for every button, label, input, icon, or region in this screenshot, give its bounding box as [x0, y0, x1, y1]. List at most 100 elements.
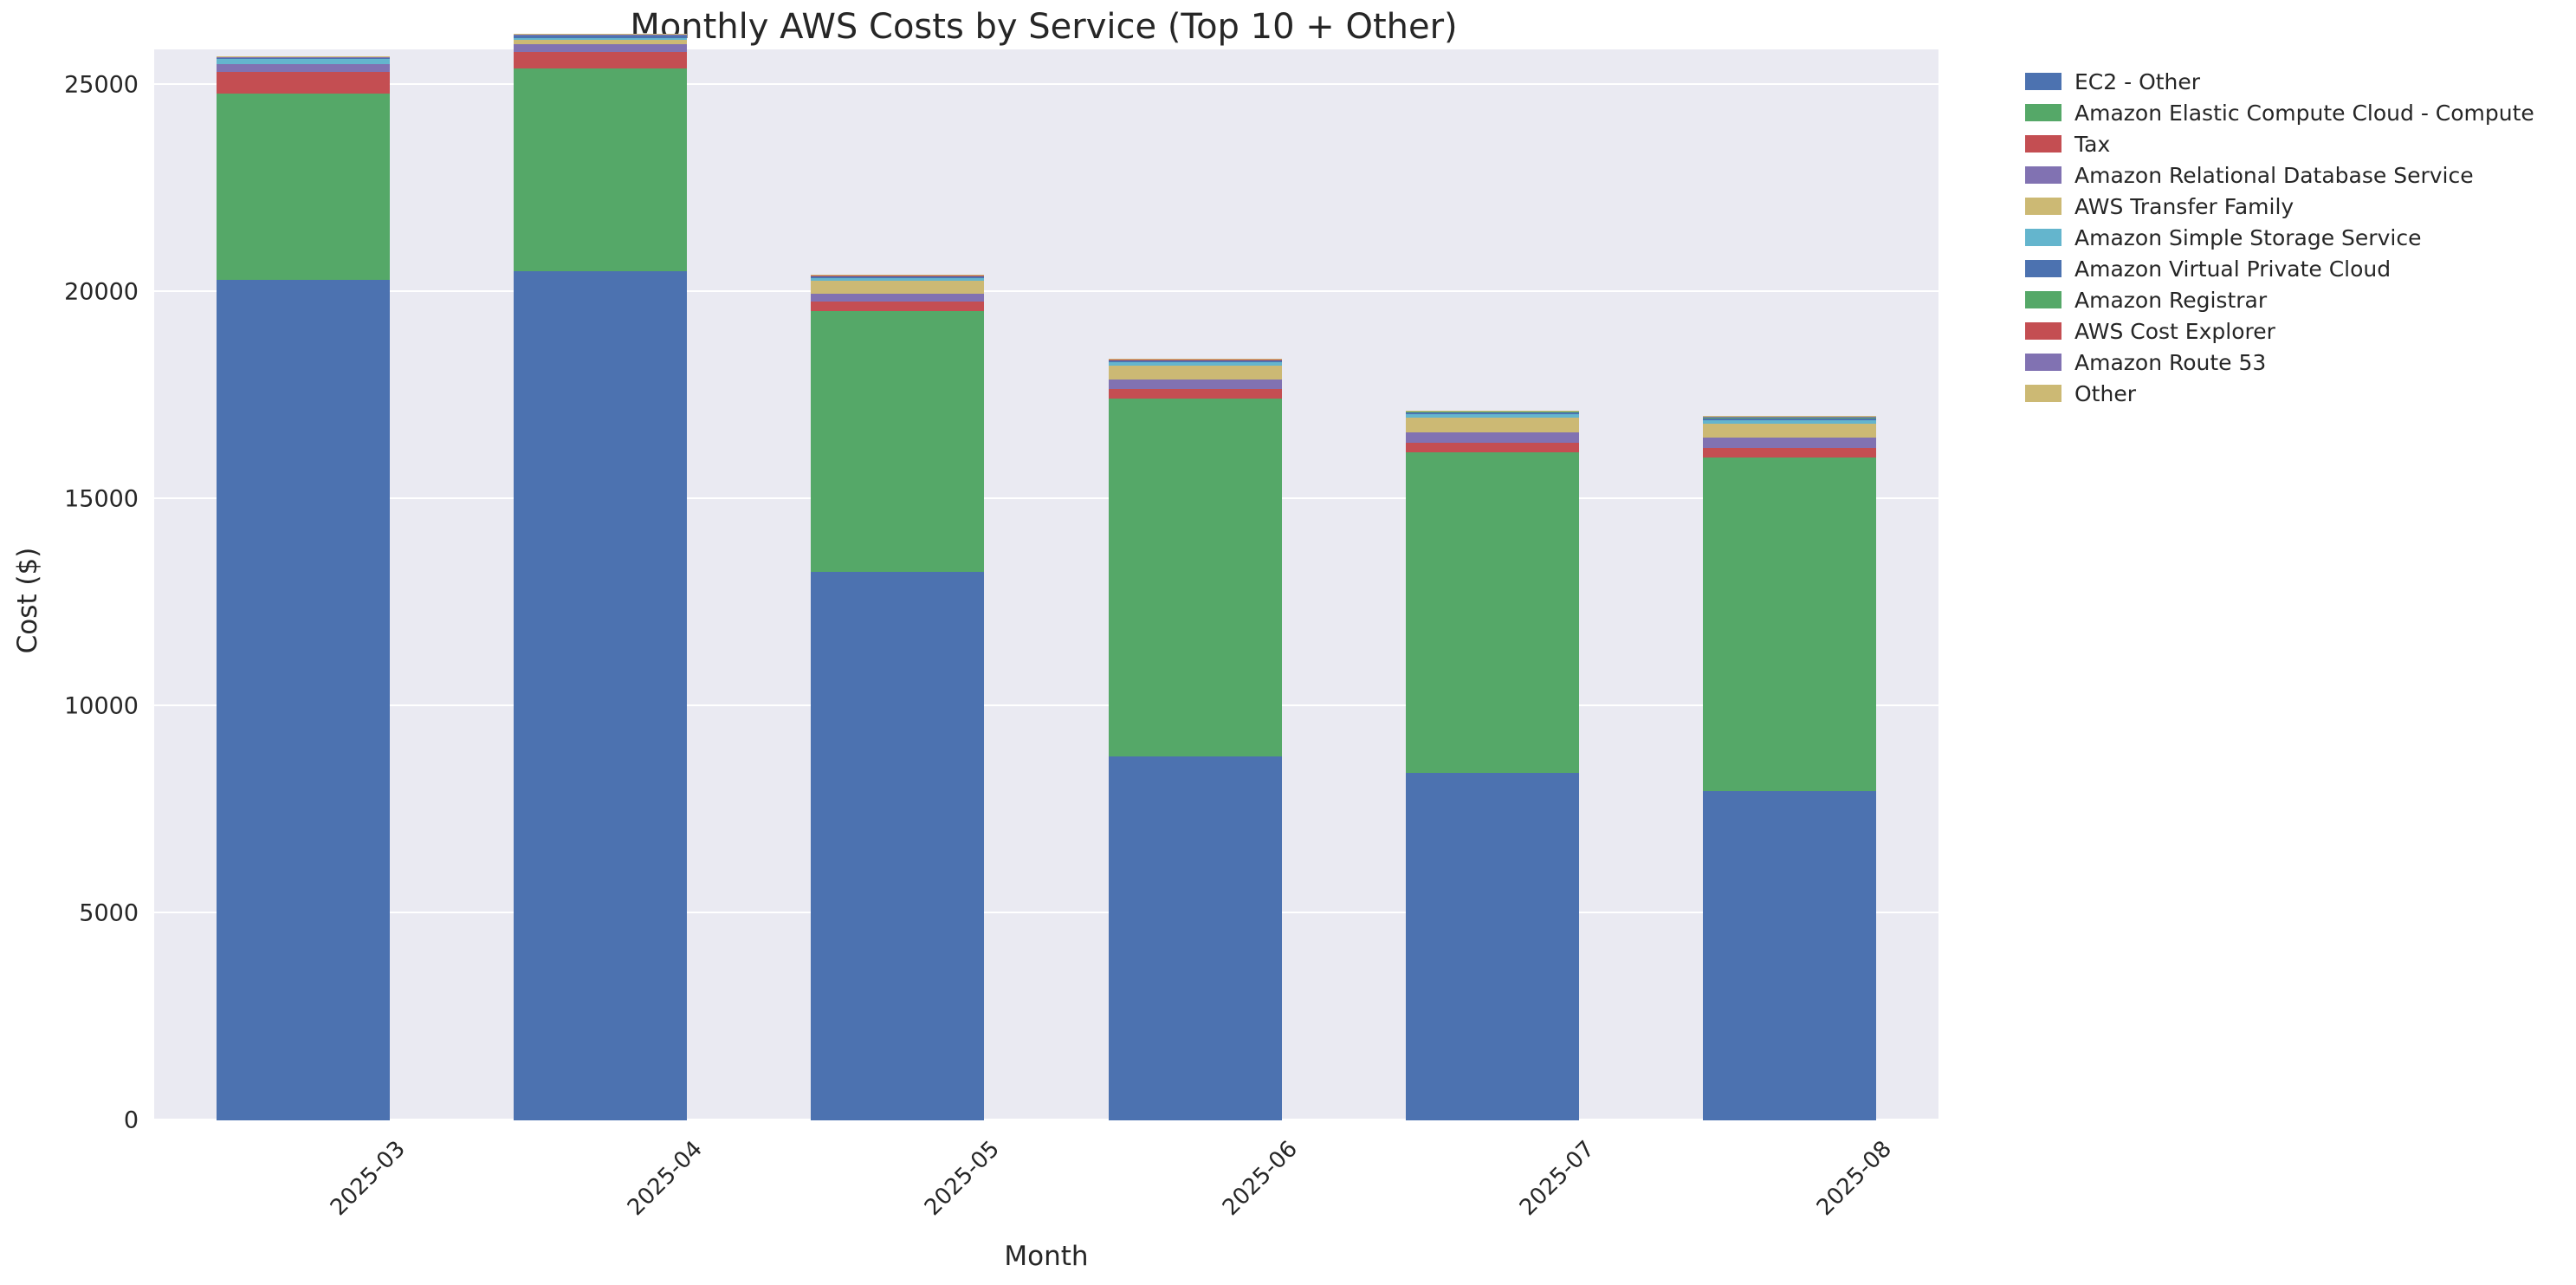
bar-segment[interactable] [514, 271, 687, 1120]
bar-segment[interactable] [514, 40, 687, 44]
bar-segment[interactable] [1703, 437, 1877, 449]
x-tick-label: 2025-08 [1812, 1136, 1898, 1222]
y-tick-label: 5000 [79, 899, 139, 927]
legend-label: AWS Transfer Family [2074, 193, 2294, 219]
plot-area [154, 34, 1938, 1120]
y-tick-label: 10000 [64, 692, 139, 720]
x-tick-label: 2025-05 [920, 1136, 1006, 1222]
bar-segment[interactable] [514, 35, 687, 38]
x-tick-label: 2025-04 [622, 1136, 708, 1222]
bar-segment[interactable] [811, 276, 985, 278]
legend-label: AWS Cost Explorer [2074, 318, 2275, 344]
legend-swatch-icon [2025, 385, 2061, 402]
y-tick-label: 0 [123, 1107, 139, 1134]
legend-item[interactable]: AWS Cost Explorer [2025, 315, 2562, 347]
legend-item[interactable]: Amazon Elastic Compute Cloud - Compute [2025, 97, 2562, 128]
bar-segment[interactable] [1703, 424, 1877, 438]
bar-segment[interactable] [811, 571, 985, 1120]
y-tick-label: 25000 [64, 71, 139, 99]
bar-segment[interactable] [811, 277, 985, 282]
legend-label: Amazon Registrar [2074, 287, 2268, 313]
x-tick-label: 2025-03 [325, 1136, 411, 1222]
legend-label: Amazon Simple Storage Service [2074, 224, 2422, 250]
x-axis-label: Month [1004, 1241, 1089, 1272]
bar-segment[interactable] [1108, 389, 1282, 399]
bar-segment[interactable] [1703, 791, 1877, 1120]
legend: EC2 - Other Amazon Elastic Compute Cloud … [2025, 66, 2562, 409]
legend-label: Amazon Route 53 [2074, 349, 2267, 375]
legend-label: Amazon Virtual Private Cloud [2074, 256, 2392, 282]
bar-segment[interactable] [1406, 412, 1579, 414]
legend-item[interactable]: Amazon Virtual Private Cloud [2025, 253, 2562, 284]
legend-label: Other [2074, 380, 2136, 406]
bar-segment[interactable] [1406, 452, 1579, 773]
legend-swatch-icon [2025, 135, 2061, 153]
bar-segment[interactable] [1108, 399, 1282, 757]
bar-segment[interactable] [216, 63, 390, 72]
bar-segment[interactable] [1108, 361, 1282, 366]
legend-swatch-icon [2025, 198, 2061, 215]
legend-label: Amazon Elastic Compute Cloud - Compute [2074, 100, 2534, 126]
legend-swatch-icon [2025, 260, 2061, 277]
bar-segment[interactable] [1108, 756, 1282, 1120]
gridline [154, 1119, 1938, 1120]
page-title: Monthly AWS Costs by Service (Top 10 + O… [630, 7, 1458, 47]
bar-segment[interactable] [811, 310, 985, 572]
bar-segment[interactable] [1108, 365, 1282, 380]
legend-item[interactable]: Tax [2025, 128, 2562, 159]
bar-segment[interactable] [216, 57, 390, 60]
gridline [154, 497, 1938, 500]
bar-segment[interactable] [811, 302, 985, 311]
bar-segment[interactable] [514, 68, 687, 272]
bar-segment[interactable] [514, 37, 687, 41]
bar-segment[interactable] [1406, 417, 1579, 432]
bar-segment[interactable] [216, 71, 390, 94]
bar-segment[interactable] [1406, 443, 1579, 453]
legend-swatch-icon [2025, 229, 2061, 246]
y-axis-ticks: 0 5000 10000 15000 20000 25000 [0, 49, 139, 1134]
legend-swatch-icon [2025, 291, 2061, 308]
bar-segment[interactable] [514, 43, 687, 52]
gridline [154, 912, 1938, 914]
x-tick-label: 2025-06 [1217, 1136, 1303, 1222]
legend-label: EC2 - Other [2074, 68, 2201, 94]
bar-segment[interactable] [216, 279, 390, 1120]
gridline [154, 704, 1938, 707]
bar-segment[interactable] [514, 51, 687, 69]
x-tick-label: 2025-07 [1514, 1136, 1600, 1222]
y-axis-label: Cost ($) [12, 547, 43, 654]
legend-swatch-icon [2025, 322, 2061, 340]
bar-segment[interactable] [811, 294, 985, 302]
legend-swatch-icon [2025, 354, 2061, 371]
bar-segment[interactable] [1703, 419, 1877, 425]
y-tick-label: 15000 [64, 485, 139, 513]
bar-segment[interactable] [1406, 772, 1579, 1120]
gridline [154, 290, 1938, 293]
legend-item[interactable]: Amazon Simple Storage Service [2025, 222, 2562, 253]
gridline [154, 83, 1938, 86]
bar-segment[interactable] [1406, 413, 1579, 418]
legend-item[interactable]: Other [2025, 378, 2562, 409]
bar-segment[interactable] [1703, 417, 1877, 420]
legend-swatch-icon [2025, 73, 2061, 90]
legend-swatch-icon [2025, 104, 2061, 121]
legend-swatch-icon [2025, 166, 2061, 184]
legend-item[interactable]: Amazon Registrar [2025, 284, 2562, 315]
bar-segment[interactable] [1703, 458, 1877, 792]
bar-segment[interactable] [1108, 380, 1282, 390]
x-axis-ticks: 2025-03 2025-04 2025-05 2025-06 2025-07 2025-… [154, 1120, 1938, 1259]
bar-segment[interactable] [811, 281, 985, 295]
legend-item[interactable]: EC2 - Other [2025, 66, 2562, 97]
legend-item[interactable]: Amazon Route 53 [2025, 347, 2562, 378]
y-tick-label: 20000 [64, 278, 139, 306]
bar-segment[interactable] [216, 59, 390, 64]
legend-label: Amazon Relational Database Service [2074, 162, 2474, 188]
bar-segment[interactable] [1108, 360, 1282, 362]
bar-segment[interactable] [1703, 448, 1877, 458]
legend-item[interactable]: AWS Transfer Family [2025, 191, 2562, 222]
bar-segment[interactable] [1406, 432, 1579, 444]
legend-item[interactable]: Amazon Relational Database Service [2025, 159, 2562, 191]
legend-label: Tax [2074, 131, 2111, 157]
bar-segment[interactable] [216, 93, 390, 280]
